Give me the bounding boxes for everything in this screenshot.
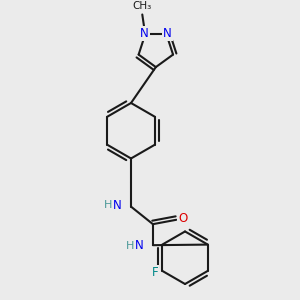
Text: N: N [140, 27, 149, 40]
Text: N: N [163, 27, 172, 40]
Text: H: H [104, 200, 113, 211]
Text: CH₃: CH₃ [133, 1, 152, 11]
Text: N: N [112, 199, 122, 212]
Text: N: N [134, 239, 143, 252]
Text: F: F [152, 266, 158, 279]
Text: O: O [178, 212, 187, 225]
Text: H: H [126, 241, 135, 251]
